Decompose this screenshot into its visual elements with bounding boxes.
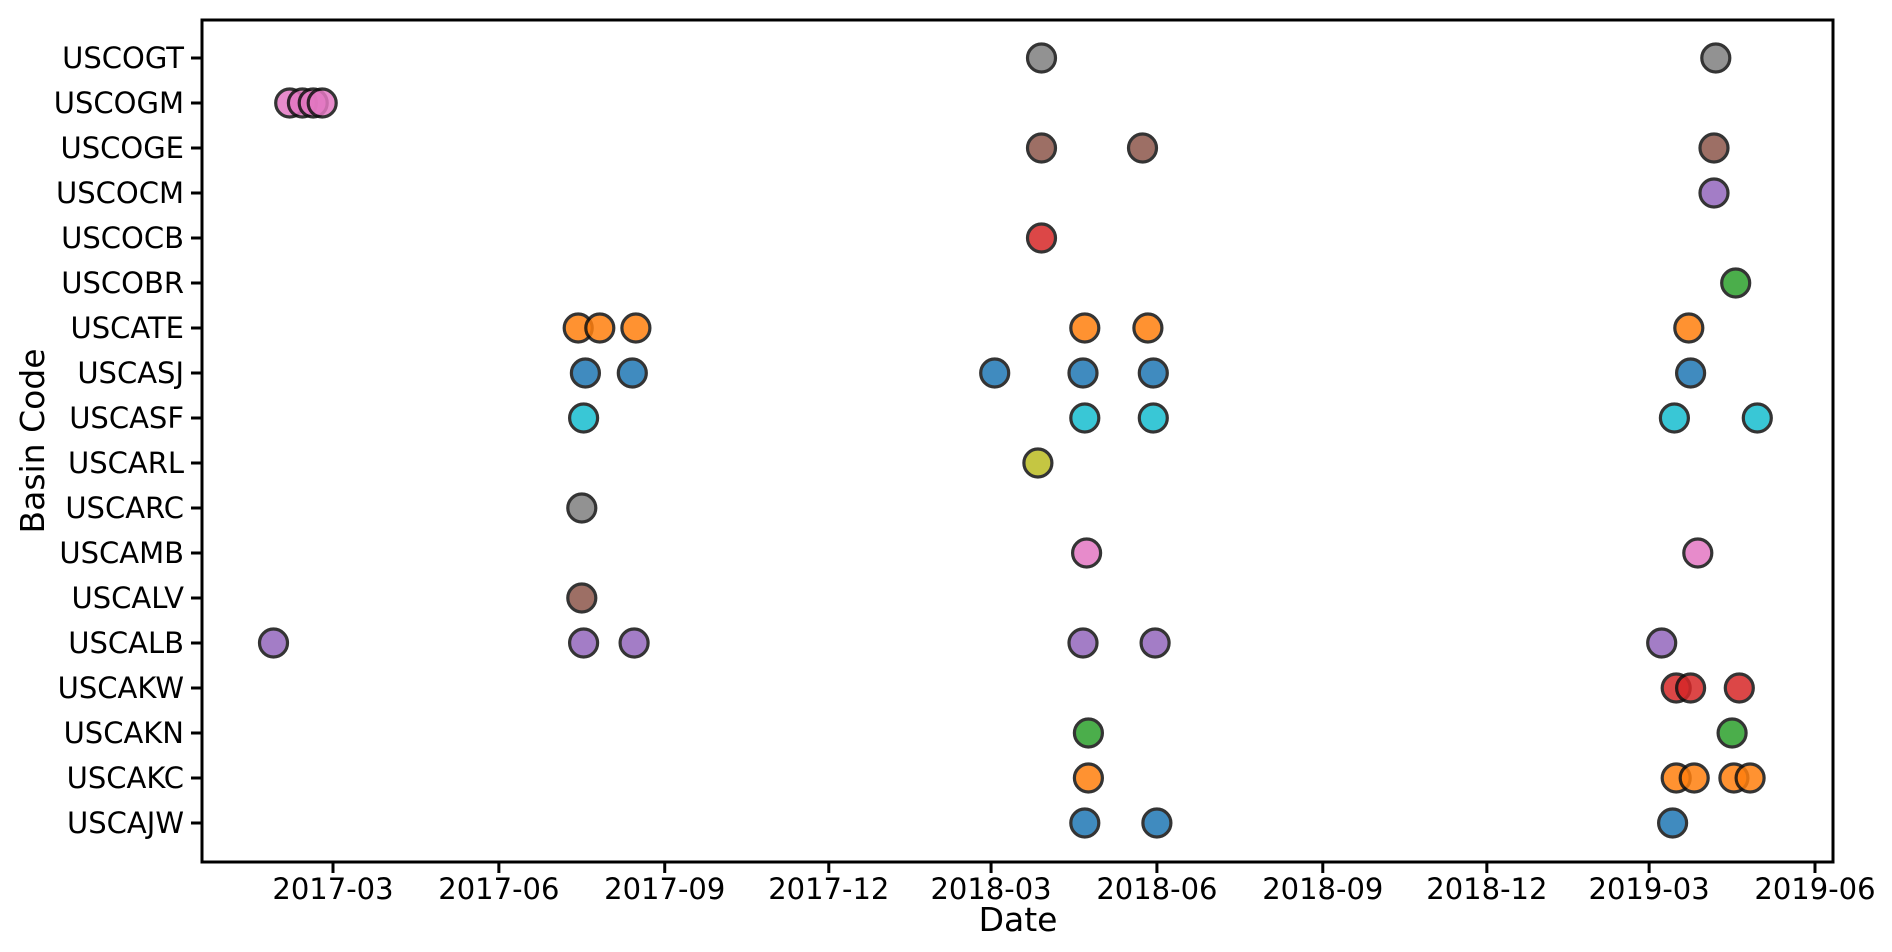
data-point-USCARC	[566, 492, 598, 524]
x-tick-label: 2017-12	[768, 872, 889, 906]
data-point-USCALB	[1646, 627, 1678, 659]
data-point-USCAJW	[1656, 807, 1689, 839]
x-tick-label: 2018-09	[1262, 872, 1383, 906]
data-point-USCAMB	[1070, 537, 1103, 569]
data-point-USCALV	[566, 582, 598, 614]
data-points	[257, 42, 1773, 839]
y-tick-label: USCASJ	[77, 356, 184, 390]
data-point-USCALB	[618, 627, 650, 659]
data-point-USCATE	[584, 312, 616, 344]
y-tick-label: USCATE	[70, 311, 184, 345]
y-tick-label: USCASF	[69, 401, 184, 435]
y-tick-label: USCOCB	[61, 221, 184, 255]
x-axis-title: Date	[979, 900, 1058, 939]
y-tick-label: USCAMB	[59, 536, 184, 570]
x-tick-label: 2018-12	[1426, 872, 1547, 906]
y-axis-title: Basin Code	[13, 348, 52, 533]
data-point-USCAKC	[1734, 762, 1766, 794]
data-point-USCATE	[620, 312, 652, 344]
data-point-USCALB	[1067, 627, 1099, 659]
data-point-USCASF	[1137, 402, 1169, 434]
data-point-USCOGM	[306, 87, 338, 119]
data-point-USCOGE	[1698, 132, 1730, 164]
data-point-USCAKN	[1716, 717, 1748, 749]
data-point-USCASF	[1741, 402, 1773, 434]
data-point-USCALB	[567, 627, 600, 659]
data-point-USCOCB	[1025, 222, 1058, 254]
data-point-USCAKW	[1723, 672, 1755, 704]
y-tick-label: USCALV	[71, 581, 184, 615]
data-point-USCATE	[1132, 312, 1164, 344]
data-point-USCAKN	[1072, 717, 1105, 749]
data-point-USCASJ	[1674, 357, 1707, 389]
data-point-USCASF	[567, 402, 600, 434]
x-tick-label: 2019-06	[1754, 872, 1875, 906]
x-tick-label: 2018-06	[1096, 872, 1217, 906]
x-tick-label: 2017-03	[272, 872, 393, 906]
data-point-USCAKW	[1674, 672, 1707, 704]
data-point-USCATE	[1069, 312, 1101, 344]
data-point-USCOGT	[1700, 42, 1732, 74]
x-tick-label: 2018-03	[930, 872, 1051, 906]
y-tick-label: USCOBR	[61, 266, 184, 300]
y-tick-label: USCAJW	[67, 806, 184, 840]
x-tick-label: 2017-06	[438, 872, 559, 906]
x-tick-label: 2019-03	[1589, 872, 1710, 906]
data-point-USCASJ	[616, 357, 648, 389]
data-point-USCOGT	[1025, 42, 1058, 74]
y-tick-label: USCOGM	[54, 86, 184, 120]
data-point-USCAKC	[1072, 762, 1105, 794]
data-point-USCASJ	[1137, 357, 1169, 389]
data-point-USCARL	[1022, 447, 1054, 479]
data-point-USCASF	[1069, 402, 1101, 434]
data-point-USCATE	[1673, 312, 1705, 344]
y-tick-label: USCALB	[68, 626, 184, 660]
axis-ticks: 2017-03 2017-06 2017-09 2017-12 2018-03 2018-…	[54, 41, 1876, 906]
data-point-USCOGE	[1025, 132, 1058, 164]
y-tick-label: USCAKW	[58, 671, 184, 705]
data-point-USCOBR	[1720, 267, 1752, 299]
data-point-USCASF	[1658, 402, 1691, 434]
data-point-USCASJ	[1067, 357, 1099, 389]
data-point-USCAJW	[1069, 807, 1101, 839]
y-tick-label: USCARL	[68, 446, 184, 480]
data-point-USCOCM	[1698, 177, 1730, 209]
y-tick-label: USCOGT	[62, 41, 184, 75]
y-tick-label: USCAKC	[67, 761, 184, 795]
y-tick-label: USCAKN	[64, 716, 184, 750]
y-tick-label: USCOGE	[60, 131, 184, 165]
y-tick-label: USCOCM	[56, 176, 184, 210]
data-point-USCAJW	[1141, 807, 1173, 839]
data-point-USCASJ	[979, 357, 1011, 389]
data-point-USCALB	[1139, 627, 1171, 659]
plot-border	[200, 18, 1835, 864]
data-point-USCAKC	[1678, 762, 1710, 794]
data-point-USCOGE	[1126, 132, 1159, 164]
data-point-USCASJ	[569, 357, 602, 389]
data-point-USCAMB	[1682, 537, 1714, 569]
data-point-USCALB	[257, 627, 290, 659]
x-tick-label: 2017-09	[604, 872, 725, 906]
y-tick-label: USCARC	[65, 491, 184, 525]
